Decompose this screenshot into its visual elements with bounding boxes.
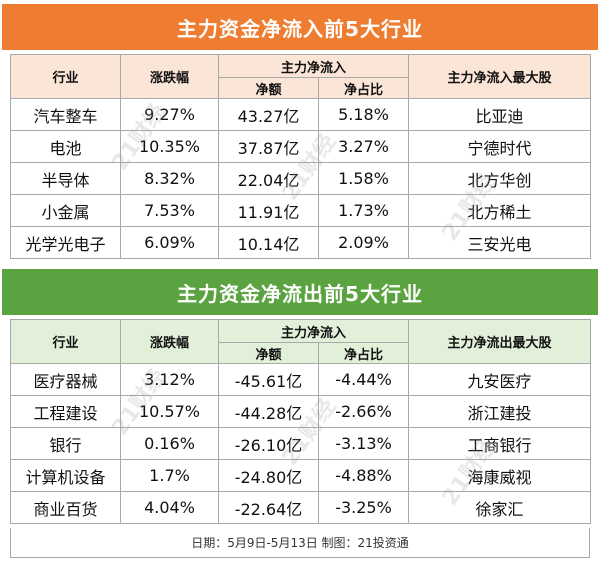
amount-cell: -45.61亿 xyxy=(218,363,319,396)
stock-cell: 工商银行 xyxy=(408,427,592,460)
change-cell: 9.27% xyxy=(120,98,219,131)
industry-cell: 工程建设 xyxy=(10,395,121,428)
ratio-cell: 1.73% xyxy=(317,194,410,227)
inflow-header-row: 行业 涨跌幅 主力净流入 主力净流入最大股 xyxy=(10,54,592,99)
change-cell: 0.16% xyxy=(120,427,219,460)
amount-cell: -26.10亿 xyxy=(218,427,319,460)
header-change: 涨跌幅 xyxy=(120,319,219,364)
ratio-cell: -3.25% xyxy=(317,491,410,524)
industry-cell: 汽车整车 xyxy=(10,98,121,131)
table-row: 商业百货 4.04% -22.64亿 -3.25% 徐家汇 xyxy=(10,491,592,524)
table-row: 医疗器械 3.12% -45.61亿 -4.44% 九安医疗 xyxy=(10,363,592,396)
change-cell: 8.32% xyxy=(120,162,219,195)
table-row: 电池 10.35% 37.87亿 3.27% 宁德时代 xyxy=(10,130,592,163)
header-amount: 净额 xyxy=(218,342,319,364)
header-industry: 行业 xyxy=(10,54,121,99)
table-row: 汽车整车 9.27% 43.27亿 5.18% 比亚迪 xyxy=(10,98,592,131)
stock-cell: 浙江建投 xyxy=(408,395,592,428)
stock-cell: 北方稀土 xyxy=(408,194,592,227)
ratio-cell: -4.88% xyxy=(317,459,410,492)
header-ratio: 净占比 xyxy=(317,77,410,99)
table-row: 半导体 8.32% 22.04亿 1.58% 北方华创 xyxy=(10,162,592,195)
industry-cell: 银行 xyxy=(10,427,121,460)
ratio-cell: -2.66% xyxy=(317,395,410,428)
amount-cell: -24.80亿 xyxy=(218,459,319,492)
change-cell: 7.53% xyxy=(120,194,219,227)
table-row: 小金属 7.53% 11.91亿 1.73% 北方稀土 xyxy=(10,194,592,227)
industry-cell: 商业百货 xyxy=(10,491,121,524)
change-cell: 6.09% xyxy=(120,226,219,259)
stock-cell: 九安医疗 xyxy=(408,363,592,396)
industry-cell: 小金属 xyxy=(10,194,121,227)
table-row: 光学光电子 6.09% 10.14亿 2.09% 三安光电 xyxy=(10,226,592,259)
outflow-table: 行业 涨跌幅 主力净流入 主力净流出最大股 净额 净占比 医疗器械 3.12% … xyxy=(10,319,592,524)
stock-cell: 比亚迪 xyxy=(408,98,592,131)
outflow-header-row: 行业 涨跌幅 主力净流入 主力净流出最大股 xyxy=(10,319,592,364)
header-net-flow-group: 主力净流入 xyxy=(217,319,410,343)
header-ratio: 净占比 xyxy=(317,342,410,364)
industry-cell: 光学光电子 xyxy=(10,226,121,259)
change-cell: 10.57% xyxy=(120,395,219,428)
inflow-table: 行业 涨跌幅 主力净流入 主力净流入最大股 净额 净占比 汽车整车 9.27% … xyxy=(10,54,592,259)
amount-cell: 37.87亿 xyxy=(218,130,319,163)
header-industry: 行业 xyxy=(10,319,121,364)
stock-cell: 海康威视 xyxy=(408,459,592,492)
ratio-cell: 1.58% xyxy=(317,162,410,195)
footer-caption: 日期：5月9日-5月13日 制图：21投资通 xyxy=(10,528,590,558)
inflow-title: 主力资金净流入前5大行业 xyxy=(2,4,598,50)
change-cell: 4.04% xyxy=(120,491,219,524)
outflow-subheader-row: 净额 净占比 xyxy=(11,342,591,364)
table-row: 银行 0.16% -26.10亿 -3.13% 工商银行 xyxy=(10,427,592,460)
stock-cell: 宁德时代 xyxy=(408,130,592,163)
industry-cell: 半导体 xyxy=(10,162,121,195)
header-amount: 净额 xyxy=(218,77,319,99)
table-row: 工程建设 10.57% -44.28亿 -2.66% 浙江建投 xyxy=(10,395,592,428)
change-cell: 3.12% xyxy=(120,363,219,396)
ratio-cell: 3.27% xyxy=(317,130,410,163)
amount-cell: 11.91亿 xyxy=(218,194,319,227)
stock-cell: 徐家汇 xyxy=(408,491,592,524)
inflow-subheader-row: 净额 净占比 xyxy=(11,77,591,99)
industry-cell: 电池 xyxy=(10,130,121,163)
header-change: 涨跌幅 xyxy=(120,54,219,99)
change-cell: 10.35% xyxy=(120,130,219,163)
outflow-title: 主力资金净流出前5大行业 xyxy=(2,269,598,315)
stock-cell: 三安光电 xyxy=(408,226,592,259)
amount-cell: 22.04亿 xyxy=(218,162,319,195)
ratio-cell: 5.18% xyxy=(317,98,410,131)
amount-cell: 10.14亿 xyxy=(218,226,319,259)
ratio-cell: -4.44% xyxy=(317,363,410,396)
industry-cell: 计算机设备 xyxy=(10,459,121,492)
ratio-cell: 2.09% xyxy=(317,226,410,259)
amount-cell: -44.28亿 xyxy=(218,395,319,428)
change-cell: 1.7% xyxy=(120,459,219,492)
header-net-flow-group: 主力净流入 xyxy=(217,54,410,78)
header-top-stock: 主力净流出最大股 xyxy=(408,319,592,364)
amount-cell: -22.64亿 xyxy=(218,491,319,524)
header-top-stock: 主力净流入最大股 xyxy=(408,54,592,99)
table-row: 计算机设备 1.7% -24.80亿 -4.88% 海康威视 xyxy=(10,459,592,492)
amount-cell: 43.27亿 xyxy=(218,98,319,131)
ratio-cell: -3.13% xyxy=(317,427,410,460)
stock-cell: 北方华创 xyxy=(408,162,592,195)
industry-cell: 医疗器械 xyxy=(10,363,121,396)
